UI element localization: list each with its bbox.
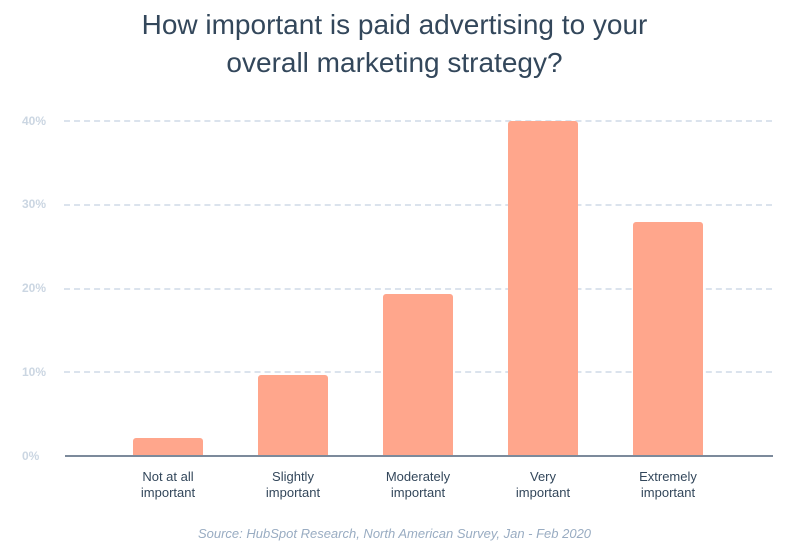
y-tick-20: 20% [22, 281, 47, 295]
x-label-moderately: Moderately important [353, 469, 483, 501]
x-label-line: Slightly [272, 469, 314, 484]
x-label-very: Very important [478, 469, 608, 501]
bar-not-at-all-important [133, 437, 203, 456]
chart-title-line-2: overall marketing strategy? [226, 47, 563, 78]
x-label-line: important [140, 485, 196, 500]
x-label-line: Extremely [639, 469, 697, 484]
x-label-line: Moderately [385, 469, 451, 484]
y-tick-30: 30% [22, 197, 47, 211]
bar-moderately-important [383, 294, 453, 456]
x-axis-line [65, 455, 773, 457]
bar-slightly-important [258, 374, 328, 456]
x-label-not-at-all: Not at all important [103, 469, 233, 501]
x-label-slightly: Slightly important [228, 469, 358, 501]
x-label-line: important [390, 485, 446, 500]
chart-title-line-1: How important is paid advertising to you… [141, 9, 648, 40]
x-label-line: important [265, 485, 321, 500]
chart-title: How important is paid advertising to you… [0, 6, 789, 82]
x-label-extremely: Extremely important [603, 469, 733, 501]
x-label-line: Very [529, 469, 556, 484]
y-tick-0: 0% [22, 449, 40, 463]
gridline-20 [64, 288, 772, 290]
y-tick-40: 40% [22, 114, 47, 128]
x-label-line: important [515, 485, 571, 500]
x-label-line: Not at all [142, 469, 194, 484]
gridline-30 [64, 204, 772, 206]
bar-very-important [508, 121, 578, 456]
source-note: Source: HubSpot Research, North American… [197, 526, 592, 541]
x-label-line: important [640, 485, 696, 500]
y-tick-10: 10% [22, 365, 47, 379]
bar-extremely-important [633, 222, 703, 456]
gridline-40 [64, 120, 772, 122]
